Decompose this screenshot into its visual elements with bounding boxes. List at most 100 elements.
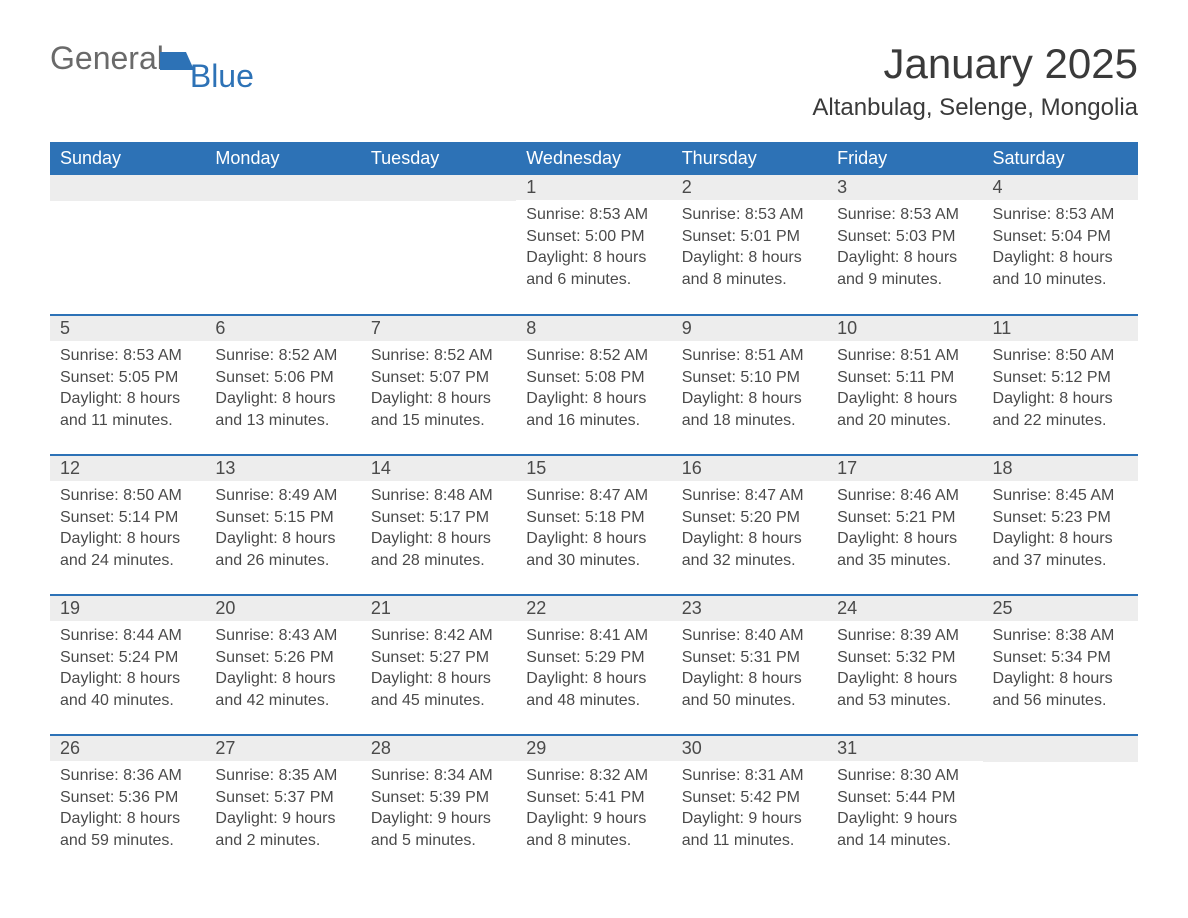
day-number: 14 [361, 456, 516, 481]
sunset-line: Sunset: 5:42 PM [682, 787, 817, 809]
sunrise-line: Sunrise: 8:40 AM [682, 625, 817, 647]
day-number: 22 [516, 596, 671, 621]
sunrise-line: Sunrise: 8:50 AM [993, 345, 1128, 367]
sunset-line: Sunset: 5:26 PM [215, 647, 350, 669]
day-number: 13 [205, 456, 360, 481]
sunset-line: Sunset: 5:06 PM [215, 367, 350, 389]
daylight-line: Daylight: 8 hours and 8 minutes. [682, 247, 817, 290]
day-details: Sunrise: 8:47 AMSunset: 5:18 PMDaylight:… [516, 481, 671, 581]
sunset-line: Sunset: 5:37 PM [215, 787, 350, 809]
day-number: 9 [672, 316, 827, 341]
calendar-day-cell [361, 175, 516, 315]
calendar-day-cell: 5Sunrise: 8:53 AMSunset: 5:05 PMDaylight… [50, 315, 205, 455]
calendar-day-cell: 4Sunrise: 8:53 AMSunset: 5:04 PMDaylight… [983, 175, 1138, 315]
calendar-day-cell: 21Sunrise: 8:42 AMSunset: 5:27 PMDayligh… [361, 595, 516, 735]
daylight-line: Daylight: 8 hours and 16 minutes. [526, 388, 661, 431]
calendar-day-cell: 19Sunrise: 8:44 AMSunset: 5:24 PMDayligh… [50, 595, 205, 735]
sunset-line: Sunset: 5:00 PM [526, 226, 661, 248]
day-number: 3 [827, 175, 982, 200]
day-number: 27 [205, 736, 360, 761]
daylight-line: Daylight: 9 hours and 14 minutes. [837, 808, 972, 851]
daylight-line: Daylight: 8 hours and 30 minutes. [526, 528, 661, 571]
calendar-header-row: SundayMondayTuesdayWednesdayThursdayFrid… [50, 142, 1138, 175]
sunset-line: Sunset: 5:21 PM [837, 507, 972, 529]
daylight-line: Daylight: 8 hours and 11 minutes. [60, 388, 195, 431]
day-number: 12 [50, 456, 205, 481]
day-number: 15 [516, 456, 671, 481]
sunrise-line: Sunrise: 8:51 AM [837, 345, 972, 367]
sunrise-line: Sunrise: 8:52 AM [215, 345, 350, 367]
sunrise-line: Sunrise: 8:47 AM [526, 485, 661, 507]
calendar-week-row: 26Sunrise: 8:36 AMSunset: 5:36 PMDayligh… [50, 735, 1138, 875]
calendar-day-cell: 29Sunrise: 8:32 AMSunset: 5:41 PMDayligh… [516, 735, 671, 875]
logo-word-1: General [50, 40, 164, 77]
day-details: Sunrise: 8:52 AMSunset: 5:06 PMDaylight:… [205, 341, 360, 441]
day-details: Sunrise: 8:40 AMSunset: 5:31 PMDaylight:… [672, 621, 827, 721]
calendar-day-cell: 28Sunrise: 8:34 AMSunset: 5:39 PMDayligh… [361, 735, 516, 875]
calendar-day-cell: 2Sunrise: 8:53 AMSunset: 5:01 PMDaylight… [672, 175, 827, 315]
sunrise-line: Sunrise: 8:31 AM [682, 765, 817, 787]
daylight-line: Daylight: 8 hours and 53 minutes. [837, 668, 972, 711]
weekday-header: Monday [205, 142, 360, 175]
calendar-day-cell: 8Sunrise: 8:52 AMSunset: 5:08 PMDaylight… [516, 315, 671, 455]
day-number: 7 [361, 316, 516, 341]
sunrise-line: Sunrise: 8:35 AM [215, 765, 350, 787]
sunrise-line: Sunrise: 8:44 AM [60, 625, 195, 647]
calendar-day-cell: 14Sunrise: 8:48 AMSunset: 5:17 PMDayligh… [361, 455, 516, 595]
sunset-line: Sunset: 5:10 PM [682, 367, 817, 389]
sunset-line: Sunset: 5:18 PM [526, 507, 661, 529]
sunset-line: Sunset: 5:34 PM [993, 647, 1128, 669]
day-details: Sunrise: 8:43 AMSunset: 5:26 PMDaylight:… [205, 621, 360, 721]
sunrise-line: Sunrise: 8:50 AM [60, 485, 195, 507]
calendar-day-cell: 6Sunrise: 8:52 AMSunset: 5:06 PMDaylight… [205, 315, 360, 455]
day-number: 18 [983, 456, 1138, 481]
sunrise-line: Sunrise: 8:43 AM [215, 625, 350, 647]
day-number: 21 [361, 596, 516, 621]
day-number: 10 [827, 316, 982, 341]
daylight-line: Daylight: 8 hours and 10 minutes. [993, 247, 1128, 290]
daylight-line: Daylight: 8 hours and 40 minutes. [60, 668, 195, 711]
calendar-day-cell: 12Sunrise: 8:50 AMSunset: 5:14 PMDayligh… [50, 455, 205, 595]
daylight-line: Daylight: 9 hours and 2 minutes. [215, 808, 350, 851]
daylight-line: Daylight: 8 hours and 24 minutes. [60, 528, 195, 571]
day-number: 5 [50, 316, 205, 341]
day-details: Sunrise: 8:51 AMSunset: 5:11 PMDaylight:… [827, 341, 982, 441]
day-number-empty [205, 175, 360, 201]
sunset-line: Sunset: 5:44 PM [837, 787, 972, 809]
day-number-empty [50, 175, 205, 201]
day-number: 31 [827, 736, 982, 761]
daylight-line: Daylight: 8 hours and 50 minutes. [682, 668, 817, 711]
weekday-header: Sunday [50, 142, 205, 175]
day-details: Sunrise: 8:51 AMSunset: 5:10 PMDaylight:… [672, 341, 827, 441]
day-details: Sunrise: 8:49 AMSunset: 5:15 PMDaylight:… [205, 481, 360, 581]
calendar-day-cell: 18Sunrise: 8:45 AMSunset: 5:23 PMDayligh… [983, 455, 1138, 595]
logo-word-2: Blue [190, 58, 254, 95]
calendar-day-cell: 15Sunrise: 8:47 AMSunset: 5:18 PMDayligh… [516, 455, 671, 595]
sunrise-line: Sunrise: 8:36 AM [60, 765, 195, 787]
sunset-line: Sunset: 5:05 PM [60, 367, 195, 389]
daylight-line: Daylight: 9 hours and 11 minutes. [682, 808, 817, 851]
daylight-line: Daylight: 8 hours and 45 minutes. [371, 668, 506, 711]
sunrise-line: Sunrise: 8:53 AM [526, 204, 661, 226]
sunrise-line: Sunrise: 8:47 AM [682, 485, 817, 507]
daylight-line: Daylight: 8 hours and 22 minutes. [993, 388, 1128, 431]
sunset-line: Sunset: 5:08 PM [526, 367, 661, 389]
day-number: 19 [50, 596, 205, 621]
day-number: 6 [205, 316, 360, 341]
day-number: 24 [827, 596, 982, 621]
sunset-line: Sunset: 5:11 PM [837, 367, 972, 389]
day-number-empty [983, 736, 1138, 762]
day-details: Sunrise: 8:30 AMSunset: 5:44 PMDaylight:… [827, 761, 982, 861]
logo-flag-icon [160, 48, 194, 75]
sunset-line: Sunset: 5:23 PM [993, 507, 1128, 529]
day-details: Sunrise: 8:41 AMSunset: 5:29 PMDaylight:… [516, 621, 671, 721]
day-details: Sunrise: 8:50 AMSunset: 5:12 PMDaylight:… [983, 341, 1138, 441]
sunset-line: Sunset: 5:32 PM [837, 647, 972, 669]
header: General Blue January 2025 Altanbulag, Se… [50, 40, 1138, 122]
day-number: 11 [983, 316, 1138, 341]
sunrise-line: Sunrise: 8:52 AM [526, 345, 661, 367]
sunset-line: Sunset: 5:17 PM [371, 507, 506, 529]
sunrise-line: Sunrise: 8:32 AM [526, 765, 661, 787]
day-number: 23 [672, 596, 827, 621]
daylight-line: Daylight: 8 hours and 15 minutes. [371, 388, 506, 431]
